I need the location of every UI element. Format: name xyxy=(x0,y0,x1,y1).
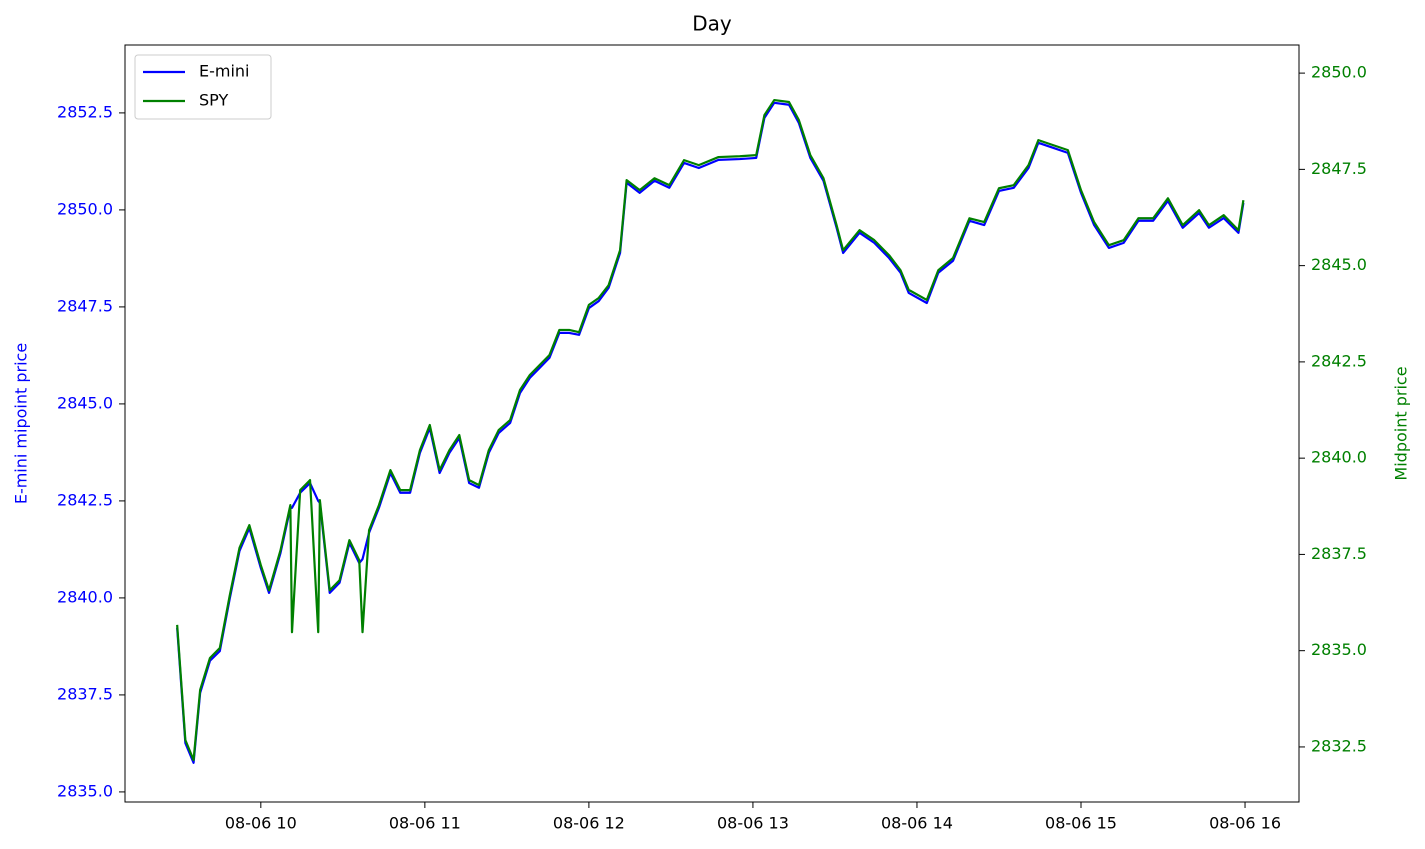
y-tick-label: 2840.0 xyxy=(57,587,113,606)
x-tick-label: 08-06 10 xyxy=(225,814,297,833)
y2-tick-label: 2837.5 xyxy=(1311,544,1367,563)
plot-frame xyxy=(124,44,1300,803)
y2-tick-label: 2850.0 xyxy=(1311,63,1367,82)
y2-tick-label: 2835.0 xyxy=(1311,640,1367,659)
x-tick-label: 08-06 14 xyxy=(881,814,953,833)
y2-tick-label: 2847.5 xyxy=(1311,159,1367,178)
x-tick-label: 08-06 12 xyxy=(553,814,625,833)
y-tick-label: 2845.0 xyxy=(57,393,113,412)
y-tick-label: 2835.0 xyxy=(57,781,113,800)
y-tick-label: 2852.5 xyxy=(57,102,113,121)
legend-label: SPY xyxy=(199,91,228,110)
series-line xyxy=(176,98,1245,762)
x-tick-label: 08-06 11 xyxy=(389,814,461,833)
y-tick-label: 2847.5 xyxy=(57,296,113,315)
y2-tick-label: 2845.0 xyxy=(1311,255,1367,274)
y-tick-label: 2850.0 xyxy=(57,199,113,218)
y2-axis-label: Midpoint price xyxy=(1392,366,1411,480)
y-tick-label: 2842.5 xyxy=(57,490,113,509)
y2-tick-label: 2832.5 xyxy=(1311,736,1367,755)
chart-title: Day xyxy=(692,12,732,36)
y2-tick-label: 2842.5 xyxy=(1311,351,1367,370)
x-tick-label: 08-06 13 xyxy=(717,814,789,833)
y2-tick-label: 2840.0 xyxy=(1311,448,1367,467)
x-tick-label: 08-06 15 xyxy=(1045,814,1117,833)
x-tick-label: 08-06 16 xyxy=(1209,814,1281,833)
y-tick-label: 2837.5 xyxy=(57,684,113,703)
legend-label: E-mini xyxy=(199,62,250,81)
y-axis-label: E-mini mipoint price xyxy=(12,343,31,504)
series-line xyxy=(176,101,1245,764)
